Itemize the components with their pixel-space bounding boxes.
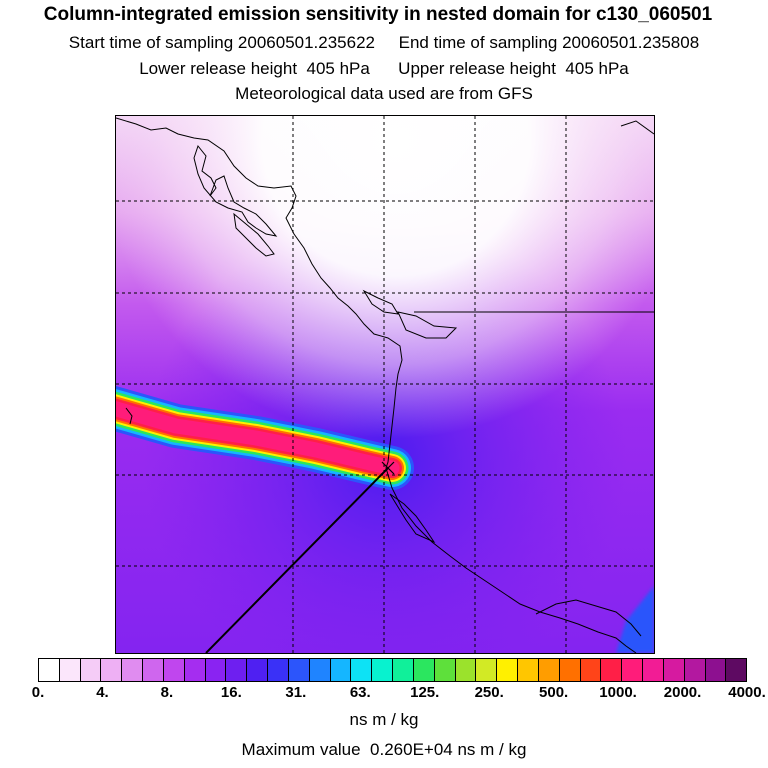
color-swatch (476, 659, 498, 681)
color-scale-tick-label: 1000. (599, 684, 637, 701)
color-scale-tick-label: 4. (96, 684, 109, 701)
color-swatch (413, 659, 435, 681)
color-swatch (726, 659, 747, 681)
color-swatch (663, 659, 685, 681)
color-swatch (122, 659, 144, 681)
color-swatch (643, 659, 664, 681)
color-swatch (205, 659, 227, 681)
color-scale-tick-label: 125. (410, 684, 440, 701)
color-swatch (184, 659, 206, 681)
color-scale-tick-label: 16. (220, 684, 242, 701)
color-scale-tick-label: 4000. (728, 684, 766, 701)
release-height-line: Lower release height 405 hPa Upper relea… (139, 59, 629, 78)
plume-band (116, 401, 400, 476)
color-swatch (330, 659, 352, 681)
color-swatch (59, 659, 81, 681)
sensitivity-map (115, 115, 655, 654)
color-scale-tick-label: 63. (349, 684, 371, 701)
color-swatch (372, 659, 394, 681)
color-scale-tick-label: 31. (285, 684, 307, 701)
color-swatch (226, 659, 248, 681)
color-swatch (497, 659, 519, 681)
release-point-marker (381, 461, 395, 475)
map-canvas (116, 116, 654, 653)
color-scale-tick-label: 0. (31, 684, 45, 701)
color-swatch (351, 659, 373, 681)
color-scale-tick-label: 8. (160, 684, 174, 701)
color-swatch (247, 659, 269, 681)
color-swatch (559, 659, 581, 681)
units-label: ns m / kg (349, 710, 419, 729)
color-scale-tick-label: 2000. (663, 684, 702, 701)
maximum-value-line: Maximum value 0.260E+04 ns m / kg (241, 740, 527, 759)
color-swatch (288, 659, 310, 681)
color-swatch (434, 659, 456, 681)
color-swatch (622, 659, 644, 681)
color-swatch (39, 659, 60, 681)
met-data-line: Meteorological data used are from GFS (235, 84, 533, 103)
color-swatch (538, 659, 560, 681)
flight-track-line (205, 467, 389, 653)
color-swatch (163, 659, 185, 681)
color-scale-ticks: 0. 4. 8. 16. 31. 63. 125. 250. 500. 1000. 2000. 400… (0, 684, 768, 706)
color-swatch (705, 659, 727, 681)
color-swatch (80, 659, 102, 681)
color-swatch (143, 659, 164, 681)
color-swatch (101, 659, 123, 681)
color-swatch (393, 659, 414, 681)
color-swatch (601, 659, 623, 681)
color-scale-tick-label: 250. (474, 684, 504, 701)
color-swatch (580, 659, 602, 681)
color-swatch (518, 659, 539, 681)
color-scale-tick-label: 500. (539, 684, 569, 701)
color-scale-bar (38, 658, 747, 682)
color-swatch (268, 659, 289, 681)
emission-plume (116, 385, 414, 490)
color-swatch (309, 659, 331, 681)
color-swatch (684, 659, 706, 681)
color-swatch (455, 659, 477, 681)
field-low-values (116, 116, 654, 653)
sampling-time-line: Start time of sampling 20060501.235622 E… (68, 33, 700, 52)
coastline (116, 117, 654, 653)
map-title: Column-integrated emission sensitivity i… (43, 4, 713, 25)
field-corner-blue (616, 586, 654, 653)
